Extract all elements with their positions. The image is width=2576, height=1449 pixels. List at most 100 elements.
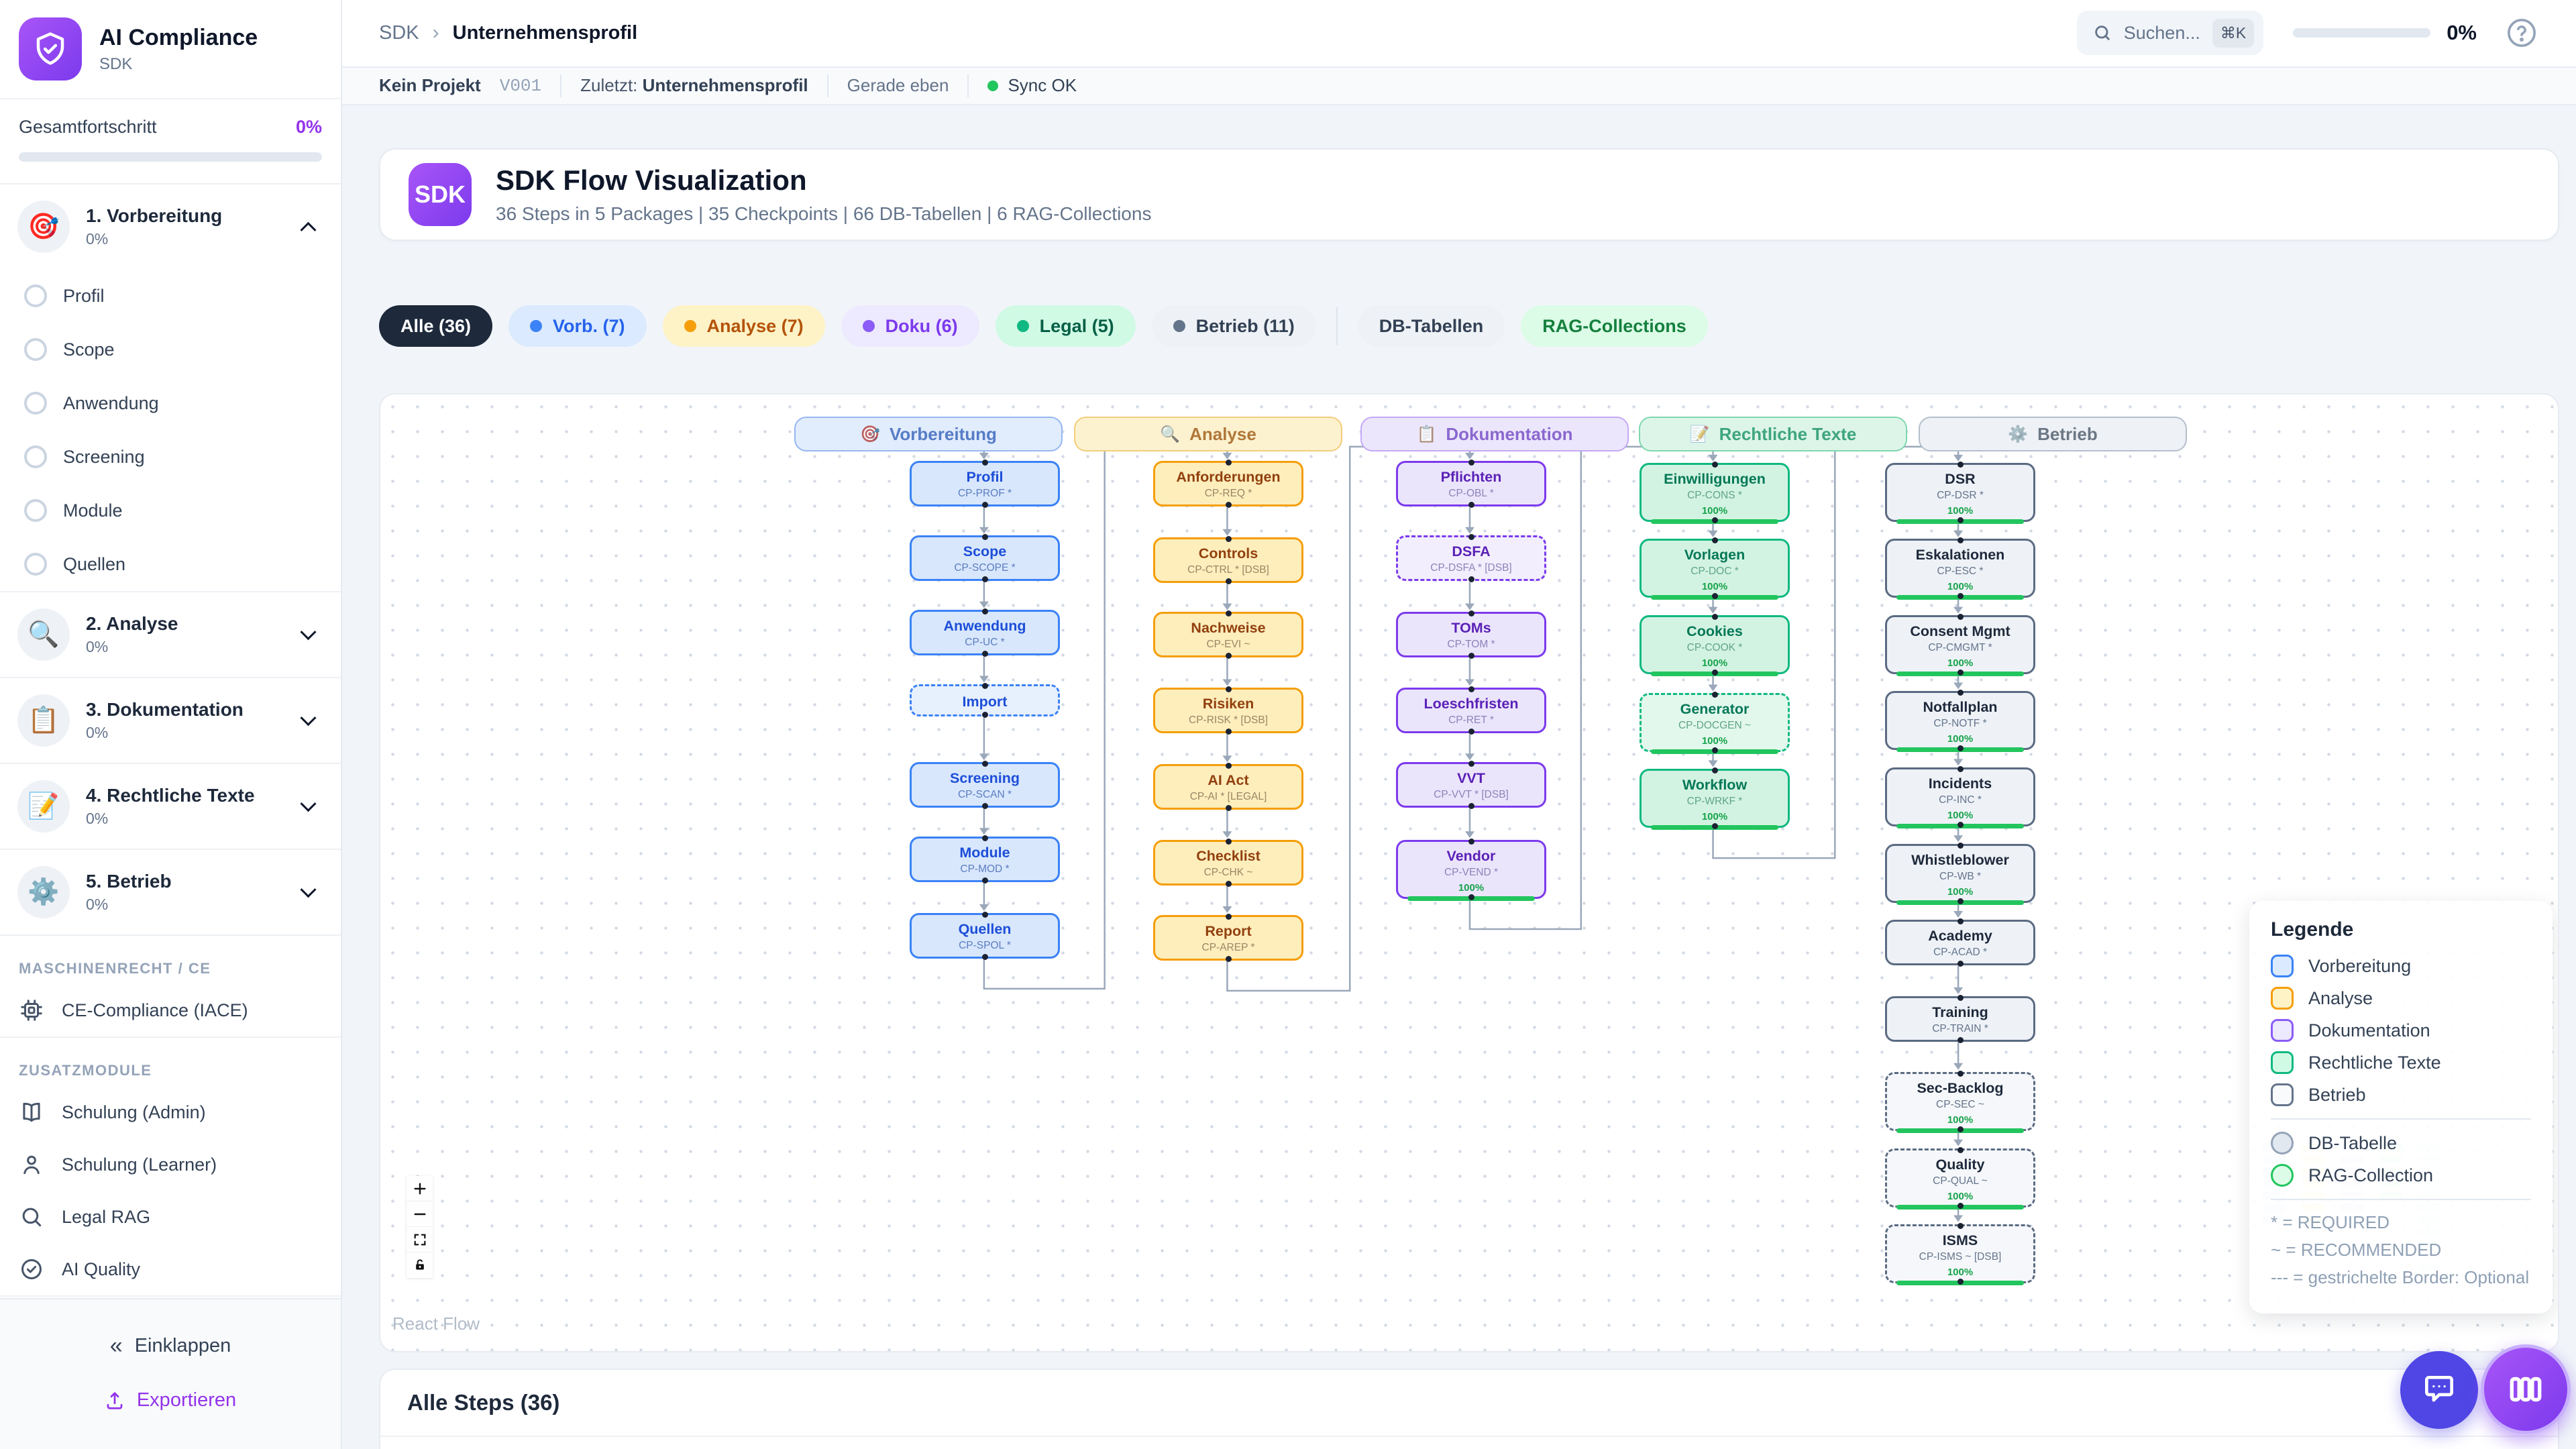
flow-node-report[interactable]: Report CP-AREP * — [1153, 914, 1303, 962]
flow-node-whistleblower[interactable]: Whistleblower CP-WB * 100% — [1885, 843, 2035, 905]
lock-button[interactable] — [407, 1252, 433, 1278]
shield-check-icon — [36, 32, 64, 65]
app-subtitle: SDK — [99, 54, 133, 73]
flow-node-module[interactable]: Module CP-MOD * — [910, 835, 1060, 883]
sidebar-section-toggle-1-vorbereitung[interactable]: 🎯 1. Vorbereitung 0% — [0, 184, 341, 269]
filter-chip-doku[interactable]: Doku (6) — [841, 305, 979, 347]
react-flow-attribution[interactable]: React Flow — [392, 1313, 480, 1334]
sidebar-item-anwendung[interactable]: Anwendung — [0, 376, 341, 430]
columns-panel-fab-button[interactable] — [2481, 1344, 2571, 1434]
flow-node-anwendung[interactable]: Anwendung CP-UC * — [910, 608, 1060, 657]
flow-node-anforderungen[interactable]: Anforderungen CP-REQ * — [1153, 460, 1303, 508]
flow-node-nachweise[interactable]: Nachweise CP-EVI ~ — [1153, 610, 1303, 659]
flow-node-pflichten[interactable]: Pflichten CP-OBL * — [1396, 460, 1546, 508]
sidebar-section-toggle-3-dokumentation[interactable]: 📋 3. Dokumentation 0% — [0, 678, 341, 763]
flow-node-screening[interactable]: Screening CP-SCAN * — [910, 761, 1060, 809]
flow-node-progress-bar — [1896, 595, 2024, 600]
flow-node-quality[interactable]: Quality CP-QUAL ~ 100% — [1885, 1147, 2035, 1210]
flow-node-incidents[interactable]: Incidents CP-INC * 100% — [1885, 766, 2035, 828]
flow-node-loeschfristen[interactable]: Loeschfristen CP-RET * — [1396, 686, 1546, 735]
unlock-icon — [415, 1259, 424, 1270]
flow-node-vendor[interactable]: Vendor CP-VEND * 100% — [1396, 839, 1546, 901]
help-icon[interactable] — [2506, 17, 2537, 48]
sidebar-item-label: Schulung (Learner) — [62, 1154, 217, 1175]
sync-status: Sync OK — [987, 75, 1077, 96]
sidebar-item-quellen[interactable]: Quellen — [0, 537, 341, 591]
zoom-in-button[interactable] — [407, 1176, 433, 1201]
flow-node-controls[interactable]: Controls CP-CTRL * [DSB] — [1153, 536, 1303, 584]
flow-node-import[interactable]: Import — [910, 683, 1060, 718]
sidebar-item-schulung-admin[interactable]: Schulung (Admin) — [0, 1086, 341, 1138]
sidebar-item-ai-quality[interactable]: AI Quality — [0, 1243, 341, 1295]
filter-chip-analyse[interactable]: Analyse (7) — [662, 305, 825, 347]
flow-node-title: AI Act — [1208, 772, 1249, 788]
header-progress: 0% — [2293, 21, 2477, 45]
legend-item-doku: Dokumentation — [2271, 1019, 2531, 1042]
flow-node-dsfa[interactable]: DSFA CP-DSFA * [DSB] — [1396, 534, 1546, 582]
flow-node-dsr[interactable]: DSR CP-DSR * 100% — [1885, 462, 2035, 524]
filter-chip-row: Alle (36) Vorb. (7) Analyse (7) Doku (6) Leg… — [379, 305, 2559, 347]
flow-node-toms[interactable]: TOMs CP-TOM * — [1396, 610, 1546, 659]
filter-chip-betrieb[interactable]: Betrieb (11) — [1151, 305, 1316, 347]
flow-node-einwilligungen[interactable]: Einwilligungen CP-CONS * 100% — [1640, 462, 1790, 524]
export-button[interactable]: Exportieren — [0, 1379, 341, 1422]
sidebar-item-screening[interactable]: Screening — [0, 430, 341, 484]
flow-node-workflow[interactable]: Workflow CP-WRKF * 100% — [1640, 767, 1790, 830]
sidebar-section-toggle-4-rechtliche-texte[interactable]: 📝 4. Rechtliche Texte 0% — [0, 764, 341, 849]
flow-node-title: Sec-Backlog — [1917, 1080, 2004, 1096]
flow-node-generator[interactable]: Generator CP-DOCGEN ~ 100% — [1640, 692, 1790, 754]
sidebar-item-ce-compliance-iace[interactable]: CE-Compliance (IACE) — [0, 984, 341, 1036]
filter-chip-all[interactable]: Alle (36) — [379, 305, 493, 347]
flow-node-notfallplan[interactable]: Notfallplan CP-NOTF * 100% — [1885, 690, 2035, 752]
flow-node-risiken[interactable]: Risiken CP-RISK * [DSB] — [1153, 686, 1303, 735]
flow-node-code: CP-CTRL * [DSB] — [1187, 564, 1269, 576]
sidebar-section-toggle-2-analyse[interactable]: 🔍 2. Analyse 0% — [0, 592, 341, 677]
flow-node-academy[interactable]: Academy CP-ACAD * — [1885, 918, 2035, 967]
flow-node-code: CP-TOM * — [1447, 639, 1495, 650]
chat-fab-button[interactable] — [2400, 1351, 2478, 1429]
flow-node-progress-bar — [1896, 519, 2024, 524]
legend-swatch-betrieb — [2271, 1083, 2294, 1106]
filter-chip-legal[interactable]: Legal (5) — [995, 305, 1136, 347]
flow-node-ai-act[interactable]: AI Act CP-AI * [LEGAL] — [1153, 763, 1303, 811]
flow-node-training[interactable]: Training CP-TRAIN * — [1885, 995, 2035, 1043]
flow-node-sec-backlog[interactable]: Sec-Backlog CP-SEC ~ 100% — [1885, 1071, 2035, 1133]
filter-chip-prep[interactable]: Vorb. (7) — [508, 305, 647, 347]
flow-node-checklist[interactable]: Checklist CP-CHK ~ — [1153, 839, 1303, 887]
flow-node-profil[interactable]: Profil CP-PROF * — [910, 460, 1060, 508]
sidebar-item-legal-rag[interactable]: Legal RAG — [0, 1191, 341, 1243]
sidebar-section-progress: 0% — [86, 638, 109, 655]
sidebar-item-profil[interactable]: Profil — [0, 269, 341, 323]
fit-view-button[interactable] — [407, 1227, 433, 1252]
filter-chip-db[interactable]: DB-Tabellen — [1357, 305, 1505, 347]
flow-node-progress-value: 100% — [1701, 505, 1728, 517]
flow-node-isms[interactable]: ISMS CP-ISMS ~ [DSB] 100% — [1885, 1223, 2035, 1285]
flow-node-consent-mgmt[interactable]: Consent Mgmt CP-CMGMT * 100% — [1885, 614, 2035, 676]
flow-node-eskalationen[interactable]: Eskalationen CP-ESC * 100% — [1885, 537, 2035, 600]
flow-node-vorlagen[interactable]: Vorlagen CP-DOC * 100% — [1640, 537, 1790, 600]
flow-node-vvt[interactable]: VVT CP-VVT * [DSB] — [1396, 761, 1546, 809]
sidebar-item-scope[interactable]: Scope — [0, 323, 341, 376]
flow-node-cookies[interactable]: Cookies CP-COOK * 100% — [1640, 614, 1790, 676]
filter-chip-rag[interactable]: RAG-Collections — [1521, 305, 1708, 347]
chat-bubble-icon — [2425, 1376, 2453, 1402]
legend-item-db: DB-Tabelle — [2271, 1132, 2531, 1155]
sidebar-item-module[interactable]: Module — [0, 484, 341, 537]
flow-node-title: Workflow — [1682, 777, 1748, 793]
sidebar-section-toggle-5-betrieb[interactable]: ⚙️ 5. Betrieb 0% — [0, 850, 341, 934]
flow-canvas[interactable]: 🎯 Vorbereitung Profil CP-PROF * Scope CP-SCOP… — [379, 393, 2559, 1352]
sdk-badge: SDK — [409, 163, 472, 226]
flow-node-quellen[interactable]: Quellen CP-SPOL * — [910, 912, 1060, 960]
breadcrumb-root[interactable]: SDK — [379, 21, 419, 44]
search-input[interactable]: Suchen... ⌘K — [2076, 11, 2264, 56]
sidebar-item-schulung-learner[interactable]: Schulung (Learner) — [0, 1138, 341, 1191]
flow-node-progress-bar — [1896, 824, 2024, 828]
collapse-sidebar-button[interactable]: « Einklappen — [0, 1324, 341, 1368]
flow-node-code: CP-DSR * — [1937, 490, 1984, 501]
column-header-prep: 🎯 Vorbereitung — [794, 417, 1063, 451]
steps-list-card: Alle Steps (36) — [379, 1368, 2559, 1449]
flow-node-code: CP-DOC * — [1690, 566, 1739, 577]
flow-node-progress-value: 100% — [1947, 886, 1974, 898]
flow-node-scope[interactable]: Scope CP-SCOPE * — [910, 534, 1060, 582]
zoom-out-button[interactable] — [407, 1201, 433, 1227]
